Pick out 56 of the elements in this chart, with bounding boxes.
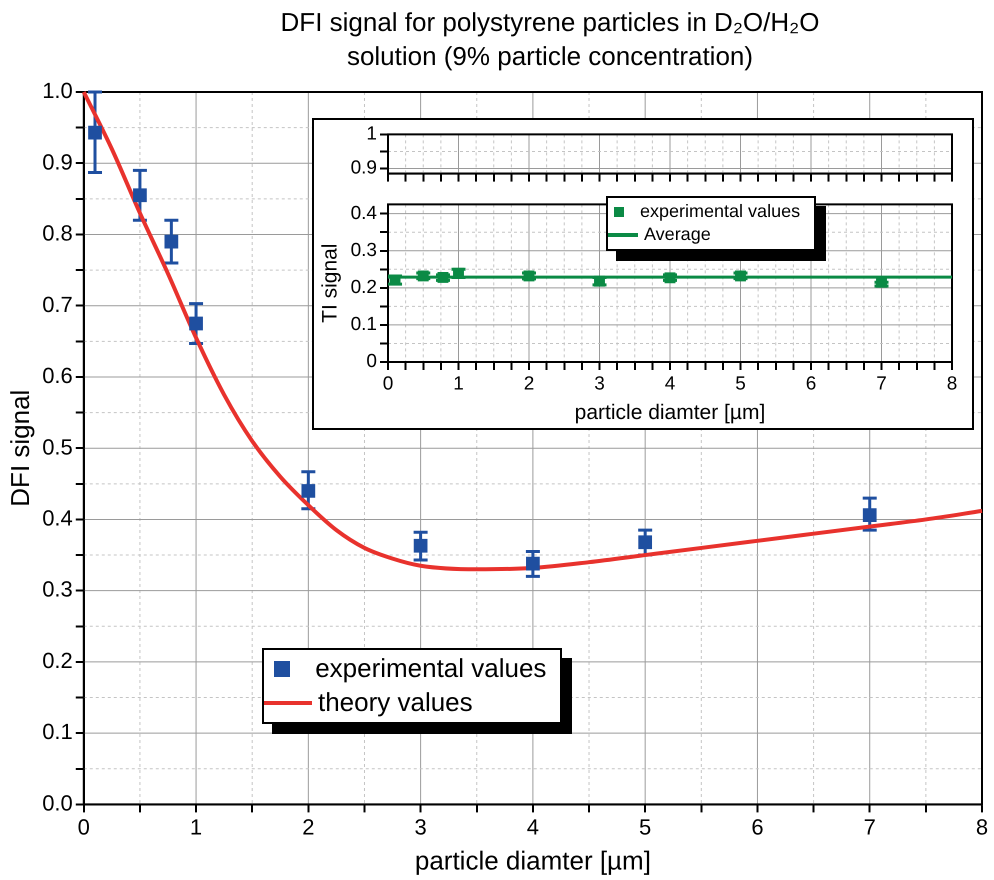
point — [189, 316, 203, 330]
y-tick-label: 0.6 — [42, 363, 73, 388]
y-tick-label: 1.0 — [42, 78, 73, 104]
x-axis-title: particle diamter [µm] — [574, 401, 766, 424]
x-tick-label: 7 — [876, 374, 887, 395]
point — [301, 484, 316, 498]
x-tick-label: 2 — [524, 374, 534, 395]
y-tick-label: 1 — [366, 124, 377, 145]
y-tick-label: 0.9 — [42, 149, 73, 174]
x-tick-label: 1 — [190, 814, 202, 840]
x-tick-label: 0 — [382, 374, 394, 395]
legend-label: experimental values — [315, 652, 546, 685]
y-tick-label: 0.2 — [42, 648, 73, 673]
y-tick-label: 0.3 — [42, 576, 73, 602]
y-tick-label: 0.4 — [42, 506, 73, 531]
y-tick-label: 0.1 — [350, 314, 377, 336]
x-axis-title: particle diamter [µm] — [414, 846, 651, 876]
x-tick-label: 2 — [302, 814, 314, 840]
point — [88, 126, 102, 140]
point — [438, 272, 448, 283]
legend-label: theory values — [318, 686, 473, 719]
y-tick-label: 0.9 — [350, 158, 377, 179]
x-tick-label: 8 — [946, 374, 958, 395]
point — [133, 188, 147, 202]
x-tick-label: 3 — [594, 374, 605, 395]
chart-title: DFI signal for polystyrene particles in D₂O/H₂O solution (9% particle concentration) — [280, 6, 820, 73]
point — [862, 508, 877, 522]
x-tick-label: 8 — [976, 814, 988, 840]
y-tick-label: 0.1 — [42, 719, 73, 744]
x-tick-label: 6 — [751, 814, 764, 840]
y-tick-label: 0.2 — [350, 277, 377, 298]
point — [414, 538, 428, 553]
x-tick-label: 0 — [78, 814, 90, 840]
x-tick-label: 4 — [526, 814, 540, 840]
point — [638, 535, 652, 550]
x-tick-label: 4 — [664, 374, 676, 395]
y-tick-label: 0 — [366, 351, 377, 372]
y-axis-title: TI signal — [318, 244, 342, 323]
y-tick-label: 0.4 — [350, 202, 378, 224]
y-axis-title: DFI signal — [4, 390, 35, 507]
point — [164, 234, 178, 248]
y-tick-label: 0.3 — [350, 240, 377, 261]
y-tick-label: 0.0 — [42, 790, 73, 816]
y-tick-label: 0.7 — [42, 292, 73, 317]
y-tick-label: 0.5 — [42, 434, 73, 460]
legend-label: Average — [644, 223, 711, 246]
x-tick-label: 5 — [639, 814, 652, 840]
x-tick-label: 7 — [864, 814, 876, 840]
x-tick-label: 5 — [735, 374, 746, 395]
point — [526, 556, 540, 570]
x-tick-label: 6 — [806, 374, 816, 395]
x-tick-label: 3 — [414, 814, 427, 840]
y-tick-label: 0.8 — [42, 220, 73, 246]
legend-label: experimental values — [640, 200, 800, 223]
line-series — [82, 90, 984, 572]
x-tick-label: 1 — [453, 374, 464, 395]
